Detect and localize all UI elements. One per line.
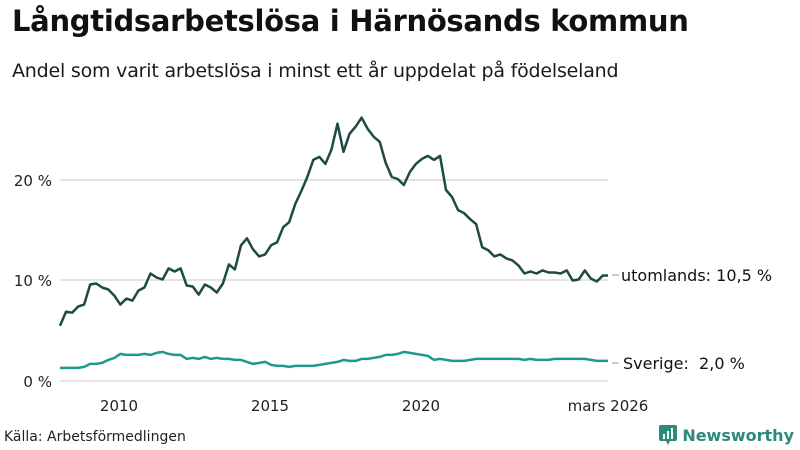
y-tick-10: 10 % [14, 272, 52, 290]
x-axis: 2010 2015 2020 mars 2026 [100, 397, 648, 415]
end-label-utomlands: utomlands: 10,5 % [621, 266, 772, 285]
brand-name: Newsworthy [682, 425, 794, 445]
y-tick-0: 0 % [23, 373, 52, 391]
gridlines [60, 179, 608, 382]
series-line-sverige [60, 350, 608, 370]
x-tick-2020: 2020 [402, 397, 440, 415]
series-line-utomlands [58, 116, 608, 327]
x-tick-2010: 2010 [100, 397, 138, 415]
x-tick-2015: 2015 [251, 397, 289, 415]
y-axis: 0 % 10 % 20 % [14, 172, 52, 391]
chart-title: Långtidsarbetslösa i Härnösands kommun [12, 4, 689, 38]
newsworthy-logo[interactable]: Newsworthy [659, 425, 794, 445]
chart-subtitle: Andel som varit arbetslösa i minst ett å… [12, 60, 619, 82]
x-tick-mars-2026: mars 2026 [568, 397, 649, 415]
source-note: Källa: Arbetsförmedlingen [4, 429, 186, 445]
y-tick-20: 20 % [14, 172, 52, 190]
end-labels: utomlands: 10,5 % Sverige: 2,0 % [612, 266, 772, 373]
end-label-sverige: Sverige: 2,0 % [623, 354, 745, 373]
bar-chart-speech-bubble-icon [659, 425, 678, 445]
